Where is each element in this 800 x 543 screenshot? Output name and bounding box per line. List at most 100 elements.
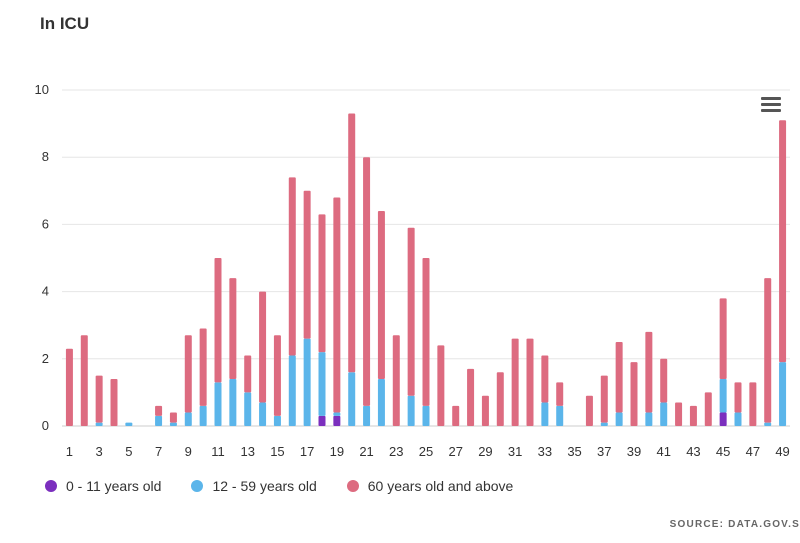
bar-segment-12-59[interactable] bbox=[615, 412, 623, 426]
bar-segment-60-plus[interactable] bbox=[541, 355, 549, 403]
bar-segment-60-plus[interactable] bbox=[377, 210, 385, 379]
bar-segment-60-plus[interactable] bbox=[214, 258, 222, 383]
bar-segment-12-59[interactable] bbox=[377, 378, 385, 426]
legend-item-60-plus[interactable]: 60 years old and above bbox=[346, 478, 514, 494]
bar-segment-60-plus[interactable] bbox=[437, 345, 445, 426]
bar-segment-60-plus[interactable] bbox=[779, 120, 787, 363]
bar-segment-12-59[interactable] bbox=[303, 338, 311, 426]
bar-segment-60-plus[interactable] bbox=[556, 382, 564, 406]
bar-segment-12-59[interactable] bbox=[333, 412, 341, 416]
bar-segment-12-59[interactable] bbox=[229, 378, 237, 426]
bar-segment-60-plus[interactable] bbox=[660, 358, 668, 403]
bar-segment-60-plus[interactable] bbox=[288, 177, 296, 356]
bar-segment-60-plus[interactable] bbox=[244, 355, 252, 393]
bar-segment-60-plus[interactable] bbox=[704, 392, 712, 426]
bar-segment-12-59[interactable] bbox=[244, 392, 252, 426]
x-tick-label: 17 bbox=[300, 444, 314, 459]
bar-segment-60-plus[interactable] bbox=[749, 382, 757, 426]
legend-item-0-11[interactable]: 0 - 11 years old bbox=[45, 478, 161, 494]
bar-segment-12-59[interactable] bbox=[764, 422, 772, 426]
bar-segment-60-plus[interactable] bbox=[422, 258, 430, 406]
bar-segment-0-11[interactable] bbox=[719, 412, 727, 426]
bar-segment-60-plus[interactable] bbox=[184, 335, 192, 413]
bar-segment-12-59[interactable] bbox=[273, 415, 281, 426]
bar-segment-12-59[interactable] bbox=[95, 422, 103, 426]
bar-segment-60-plus[interactable] bbox=[199, 328, 207, 406]
x-tick-label: 39 bbox=[627, 444, 641, 459]
bar-segment-12-59[interactable] bbox=[422, 405, 430, 426]
bar-segment-12-59[interactable] bbox=[169, 422, 177, 426]
bar-segment-12-59[interactable] bbox=[541, 402, 549, 426]
bar-segment-60-plus[interactable] bbox=[65, 348, 73, 426]
bar-segment-12-59[interactable] bbox=[734, 412, 742, 426]
bar-segment-60-plus[interactable] bbox=[333, 197, 341, 413]
bar-segment-12-59[interactable] bbox=[645, 412, 653, 426]
bar-segment-60-plus[interactable] bbox=[110, 378, 118, 426]
bar-segment-60-plus[interactable] bbox=[169, 412, 177, 423]
bar-segment-60-plus[interactable] bbox=[585, 395, 593, 426]
bar-segment-60-plus[interactable] bbox=[229, 278, 237, 379]
bar-segment-60-plus[interactable] bbox=[80, 335, 88, 426]
bar-segment-60-plus[interactable] bbox=[481, 395, 489, 426]
bar-segment-60-plus[interactable] bbox=[363, 157, 371, 406]
x-tick-label: 23 bbox=[389, 444, 403, 459]
x-tick-label: 47 bbox=[746, 444, 760, 459]
x-tick-label: 3 bbox=[96, 444, 103, 459]
bar-segment-60-plus[interactable] bbox=[600, 375, 608, 423]
bar-segment-60-plus[interactable] bbox=[764, 278, 772, 423]
x-tick-label: 5 bbox=[125, 444, 132, 459]
source-credit: SOURCE: DATA.GOV.S bbox=[669, 519, 800, 530]
bar-segment-60-plus[interactable] bbox=[155, 405, 163, 416]
bar-segment-60-plus[interactable] bbox=[467, 368, 475, 426]
x-tick-label: 43 bbox=[686, 444, 700, 459]
bar-segment-12-59[interactable] bbox=[363, 405, 371, 426]
bar-segment-12-59[interactable] bbox=[288, 355, 296, 426]
bar-segment-60-plus[interactable] bbox=[615, 342, 623, 413]
bar-segment-12-59[interactable] bbox=[660, 402, 668, 426]
bar-segment-60-plus[interactable] bbox=[95, 375, 103, 423]
bar-segment-60-plus[interactable] bbox=[734, 382, 742, 413]
chart-title: In ICU bbox=[40, 14, 90, 33]
bar-segment-60-plus[interactable] bbox=[630, 362, 638, 426]
bar-segment-12-59[interactable] bbox=[407, 395, 415, 426]
bar-segment-12-59[interactable] bbox=[199, 405, 207, 426]
bar-segment-60-plus[interactable] bbox=[511, 338, 519, 426]
bar-segment-0-11[interactable] bbox=[333, 415, 341, 426]
bar-segment-12-59[interactable] bbox=[259, 402, 267, 426]
bar-segment-12-59[interactable] bbox=[719, 378, 727, 413]
bar-segment-60-plus[interactable] bbox=[318, 214, 326, 353]
bar-segment-60-plus[interactable] bbox=[526, 338, 534, 426]
x-tick-label: 19 bbox=[330, 444, 344, 459]
bar-segment-12-59[interactable] bbox=[779, 362, 787, 426]
bar-segment-12-59[interactable] bbox=[348, 372, 356, 426]
bar-segment-60-plus[interactable] bbox=[392, 335, 400, 426]
x-tick-label: 35 bbox=[567, 444, 581, 459]
bar-segment-60-plus[interactable] bbox=[645, 331, 653, 413]
bar-segment-60-plus[interactable] bbox=[407, 227, 415, 396]
bar-segment-12-59[interactable] bbox=[214, 382, 222, 426]
bar-segment-12-59[interactable] bbox=[155, 415, 163, 426]
bar-segment-12-59[interactable] bbox=[556, 405, 564, 426]
bar-segment-60-plus[interactable] bbox=[496, 372, 504, 426]
bar-segment-60-plus[interactable] bbox=[452, 405, 460, 426]
bar-segment-12-59[interactable] bbox=[184, 412, 192, 426]
x-tick-label: 13 bbox=[240, 444, 254, 459]
bar-segment-12-59[interactable] bbox=[318, 352, 326, 416]
bar-segment-60-plus[interactable] bbox=[259, 291, 267, 403]
y-tick-label: 10 bbox=[35, 82, 49, 97]
bar-segment-60-plus[interactable] bbox=[348, 113, 356, 373]
bar-segment-60-plus[interactable] bbox=[675, 402, 683, 426]
bar-segment-60-plus[interactable] bbox=[719, 298, 727, 379]
legend-item-12-59[interactable]: 12 - 59 years old bbox=[191, 478, 317, 494]
bar-segment-60-plus[interactable] bbox=[273, 335, 281, 416]
hamburger-menu-icon[interactable] bbox=[761, 97, 781, 113]
bar-segment-60-plus[interactable] bbox=[303, 190, 311, 339]
x-tick-label: 33 bbox=[538, 444, 552, 459]
legend: 0 - 11 years old 12 - 59 years old 60 ye… bbox=[45, 478, 543, 494]
bar-segment-12-59[interactable] bbox=[125, 422, 133, 426]
x-tick-label: 25 bbox=[419, 444, 433, 459]
bar-segment-60-plus[interactable] bbox=[689, 405, 697, 426]
bar-segment-12-59[interactable] bbox=[600, 422, 608, 426]
bar-segment-0-11[interactable] bbox=[318, 415, 326, 426]
legend-label-60-plus: 60 years old and above bbox=[367, 478, 514, 494]
